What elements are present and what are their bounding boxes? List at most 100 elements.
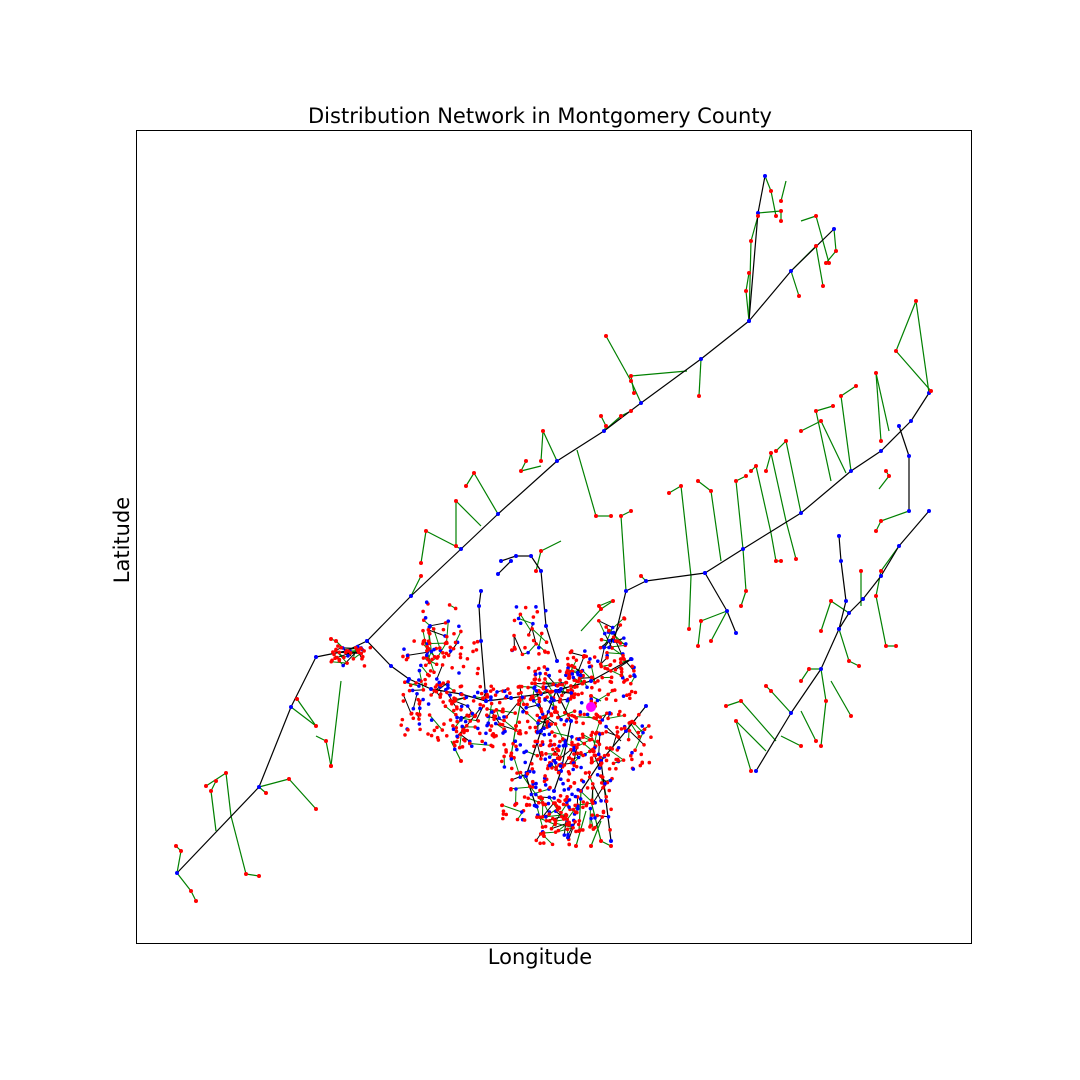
primary-line-segment — [594, 816, 603, 828]
bus-node — [725, 609, 729, 613]
network-node — [567, 798, 572, 802]
network-node — [501, 812, 506, 816]
bus-node — [789, 711, 793, 715]
secondary-line-segment — [840, 395, 852, 472]
network-node — [530, 681, 534, 686]
network-node — [542, 681, 546, 685]
network-node — [553, 821, 558, 825]
network-node — [457, 671, 461, 675]
network-node — [569, 684, 573, 688]
load-node — [756, 214, 760, 218]
network-node — [490, 744, 495, 749]
network-node — [585, 685, 589, 690]
secondary-line-segment — [557, 710, 575, 719]
load-node — [214, 779, 218, 783]
network-node — [596, 752, 601, 756]
network-node — [478, 684, 483, 689]
primary-line-segment — [615, 658, 633, 671]
load-node — [539, 549, 543, 553]
primary-line-segment — [742, 512, 802, 550]
network-node — [450, 665, 454, 670]
network-node — [579, 700, 584, 705]
secondary-line-segment — [503, 720, 521, 735]
network-node — [622, 636, 626, 640]
secondary-line-segment — [598, 620, 606, 634]
network-node — [426, 732, 430, 736]
network-node — [533, 669, 537, 674]
secondary-line-segment — [740, 590, 747, 607]
secondary-line-segment — [290, 706, 317, 727]
network-node — [356, 648, 361, 653]
network-node — [556, 747, 560, 752]
network-node — [427, 660, 432, 665]
network-node — [628, 696, 632, 701]
network-node — [539, 631, 544, 636]
secondary-line-segment — [590, 820, 602, 847]
network-node — [570, 757, 575, 762]
network-node — [590, 685, 594, 690]
network-node — [558, 739, 562, 744]
network-node — [447, 603, 452, 607]
bus-node — [837, 534, 841, 538]
primary-line-segment — [366, 640, 392, 667]
network-node — [572, 748, 576, 752]
primary-line-segment — [428, 629, 446, 637]
network-node — [613, 698, 618, 703]
network-node — [427, 630, 431, 635]
network-node — [515, 817, 520, 822]
network-node — [442, 722, 446, 726]
bus-node — [539, 729, 543, 733]
primary-line-segment — [402, 694, 412, 715]
network-node — [544, 640, 549, 644]
primary-line-segment — [605, 726, 622, 742]
primary-line-segment — [366, 595, 412, 642]
network-node — [426, 657, 430, 662]
bus-node — [624, 729, 628, 733]
network-node — [460, 724, 465, 729]
network-node — [557, 757, 562, 761]
network-node — [516, 702, 521, 707]
network-node — [547, 812, 552, 816]
load-node — [604, 424, 608, 428]
network-node — [521, 709, 525, 714]
network-node — [538, 743, 543, 748]
network-node — [528, 725, 532, 730]
network-node — [535, 610, 540, 614]
network-node — [497, 700, 502, 705]
network-node — [618, 709, 622, 714]
network-node — [438, 692, 443, 697]
network-node — [545, 688, 549, 693]
plot-title: Distribution Network in Montgomery Count… — [308, 104, 772, 128]
network-node — [591, 801, 595, 806]
load-node — [827, 261, 831, 265]
network-node — [562, 722, 567, 727]
load-node — [619, 414, 623, 418]
network-node — [528, 697, 533, 702]
network-node — [543, 714, 548, 719]
bus-node — [897, 424, 901, 428]
secondary-line-segment — [176, 850, 182, 874]
load-node — [189, 889, 193, 893]
secondary-line-segment — [555, 723, 564, 740]
network-node — [567, 756, 572, 760]
network-node — [511, 741, 515, 746]
network-node — [471, 699, 476, 703]
network-node — [434, 662, 439, 667]
network-node — [546, 709, 551, 714]
network-node — [445, 690, 449, 695]
network-node — [610, 625, 615, 630]
network-node — [472, 694, 477, 699]
secondary-line-segment — [740, 700, 777, 742]
nodes — [174, 174, 933, 903]
network-node — [598, 715, 602, 719]
network-node — [429, 649, 434, 654]
bus-node — [479, 589, 483, 593]
network-node — [522, 818, 527, 822]
secondary-line-segment — [748, 240, 752, 322]
network-node — [464, 695, 469, 700]
network-node — [458, 732, 463, 737]
network-node — [585, 786, 590, 790]
primary-line-segment — [755, 712, 792, 772]
load-node — [519, 469, 523, 473]
network-node — [570, 792, 574, 797]
